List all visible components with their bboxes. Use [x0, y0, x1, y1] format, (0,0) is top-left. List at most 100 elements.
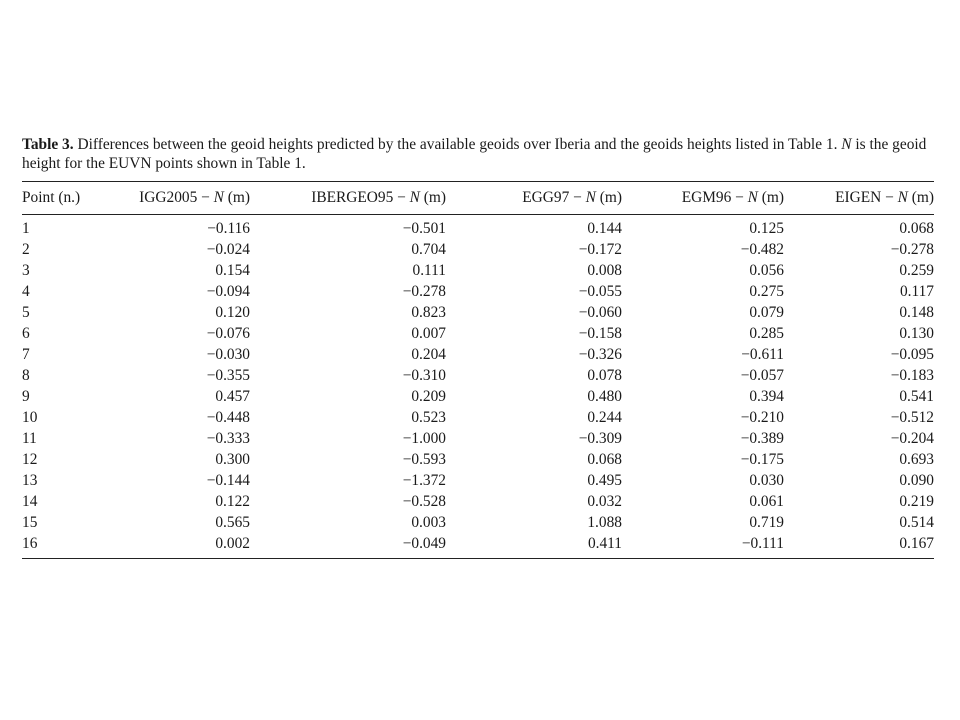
header-egm96-symbol: N	[747, 189, 758, 206]
header-point-prefix: Point (n.)	[22, 189, 81, 206]
table-caption: Table 3. Differences between the geoid h…	[22, 135, 940, 173]
point-number-cell: 12	[22, 450, 38, 468]
value-cell: 0.457	[215, 387, 250, 405]
header-egg97: EGG97 − N (m)	[446, 182, 622, 215]
header-point: Point (n.)	[22, 182, 122, 215]
value-cell: −0.094	[206, 282, 250, 300]
value-cell: 0.300	[215, 450, 250, 468]
value-cell: −0.030	[206, 345, 250, 363]
value-cell: 0.008	[587, 261, 622, 279]
point-number-cell: 4	[22, 282, 30, 300]
value-cell: −0.512	[890, 408, 934, 426]
value-cell: −0.528	[402, 492, 446, 510]
caption-symbol-n: N	[841, 136, 852, 153]
geoid-differences-table: Point (n.) IGG2005 − N (m) IBERGEO95 − N (…	[22, 181, 934, 559]
header-egg97-suffix: (m)	[595, 189, 622, 206]
table-row: 13 −0.144 −1.372 0.495 0.030 0.090	[22, 470, 934, 491]
point-number-cell: 7	[22, 345, 30, 363]
value-cell: 0.130	[899, 324, 934, 342]
value-cell: −1.000	[402, 429, 446, 447]
value-cell: −0.024	[206, 240, 250, 258]
header-egg97-symbol: N	[585, 189, 596, 206]
table-row: 7 −0.030 0.204 −0.326 −0.611 −0.095	[22, 344, 934, 365]
value-cell: 0.275	[749, 282, 784, 300]
value-cell: −0.049	[402, 534, 446, 552]
header-row: Point (n.) IGG2005 − N (m) IBERGEO95 − N (…	[22, 181, 934, 215]
table-row: 6 −0.076 0.007 −0.158 0.285 0.130	[22, 323, 934, 344]
value-cell: 0.411	[587, 534, 622, 552]
value-cell: 0.111	[412, 261, 447, 279]
header-ibergeo95-symbol: N	[409, 189, 420, 206]
value-cell: 0.285	[749, 324, 784, 342]
value-cell: 0.495	[587, 471, 622, 489]
point-number-cell: 13	[22, 471, 38, 489]
value-cell: 0.007	[411, 324, 446, 342]
value-cell: −0.076	[206, 324, 250, 342]
value-cell: 0.244	[587, 408, 622, 426]
value-cell: 0.056	[749, 261, 784, 279]
table-row: 11 −0.333 −1.000 −0.309 −0.389 −0.204	[22, 428, 934, 449]
value-cell: −0.055	[578, 282, 622, 300]
value-cell: −0.210	[740, 408, 784, 426]
point-number-cell: 6	[22, 324, 30, 342]
value-cell: −0.482	[740, 240, 784, 258]
point-number-cell: 3	[22, 261, 30, 279]
value-cell: 0.514	[899, 513, 934, 531]
table-row: 5 0.120 0.823 −0.060 0.079 0.148	[22, 302, 934, 323]
point-number-cell: 5	[22, 303, 30, 321]
value-cell: −0.501	[402, 219, 446, 237]
value-cell: 0.122	[215, 492, 250, 510]
value-cell: −0.593	[402, 450, 446, 468]
point-number-cell: 9	[22, 387, 30, 405]
value-cell: −0.355	[206, 366, 250, 384]
value-cell: 0.032	[587, 492, 622, 510]
value-cell: −1.372	[402, 471, 446, 489]
header-eigen-symbol: N	[897, 189, 908, 206]
value-cell: 0.204	[411, 345, 446, 363]
value-cell: 0.068	[587, 450, 622, 468]
value-cell: −0.278	[402, 282, 446, 300]
value-cell: 1.088	[587, 513, 622, 531]
point-number-cell: 8	[22, 366, 30, 384]
value-cell: −0.326	[578, 345, 622, 363]
value-cell: 0.079	[749, 303, 784, 321]
table-row: 4 −0.094 −0.278 −0.055 0.275 0.117	[22, 281, 934, 302]
header-ibergeo95: IBERGEO95 − N (m)	[250, 182, 446, 215]
value-cell: 0.167	[899, 534, 934, 552]
header-eigen: EIGEN − N (m)	[784, 182, 934, 215]
table-row: 2 −0.024 0.704 −0.172 −0.482 −0.278	[22, 239, 934, 260]
header-eigen-suffix: (m)	[907, 189, 934, 206]
point-number-cell: 14	[22, 492, 38, 510]
point-number-cell: 16	[22, 534, 38, 552]
value-cell: −0.183	[890, 366, 934, 384]
value-cell: 0.219	[899, 492, 934, 510]
value-cell: −0.158	[578, 324, 622, 342]
table-row: 3 0.154 0.111 0.008 0.056 0.259	[22, 260, 934, 281]
table-row: 9 0.457 0.209 0.480 0.394 0.541	[22, 386, 934, 407]
header-ibergeo95-suffix: (m)	[419, 189, 446, 206]
point-number-cell: 1	[22, 219, 30, 237]
caption-text-start: Differences between the geoid heights pr…	[77, 136, 838, 153]
value-cell: 0.148	[899, 303, 934, 321]
value-cell: 0.002	[215, 534, 250, 552]
value-cell: −0.333	[206, 429, 250, 447]
table-header: Point (n.) IGG2005 − N (m) IBERGEO95 − N (…	[22, 181, 934, 215]
value-cell: 0.117	[899, 282, 934, 300]
header-igg2005-prefix: IGG2005 −	[139, 189, 214, 206]
table-row: 1 −0.116 −0.501 0.144 0.125 0.068	[22, 215, 934, 240]
header-igg2005: IGG2005 − N (m)	[122, 182, 250, 215]
value-cell: 0.823	[411, 303, 446, 321]
value-cell: −0.116	[207, 219, 250, 237]
value-cell: 0.144	[587, 219, 622, 237]
value-cell: 0.120	[215, 303, 250, 321]
value-cell: 0.090	[899, 471, 934, 489]
value-cell: 0.523	[411, 408, 446, 426]
value-cell: −0.057	[740, 366, 784, 384]
value-cell: 0.480	[587, 387, 622, 405]
value-cell: −0.144	[206, 471, 250, 489]
caption-label: Table 3.	[22, 136, 74, 153]
value-cell: 0.541	[899, 387, 934, 405]
value-cell: 0.565	[215, 513, 250, 531]
value-cell: −0.448	[206, 408, 250, 426]
